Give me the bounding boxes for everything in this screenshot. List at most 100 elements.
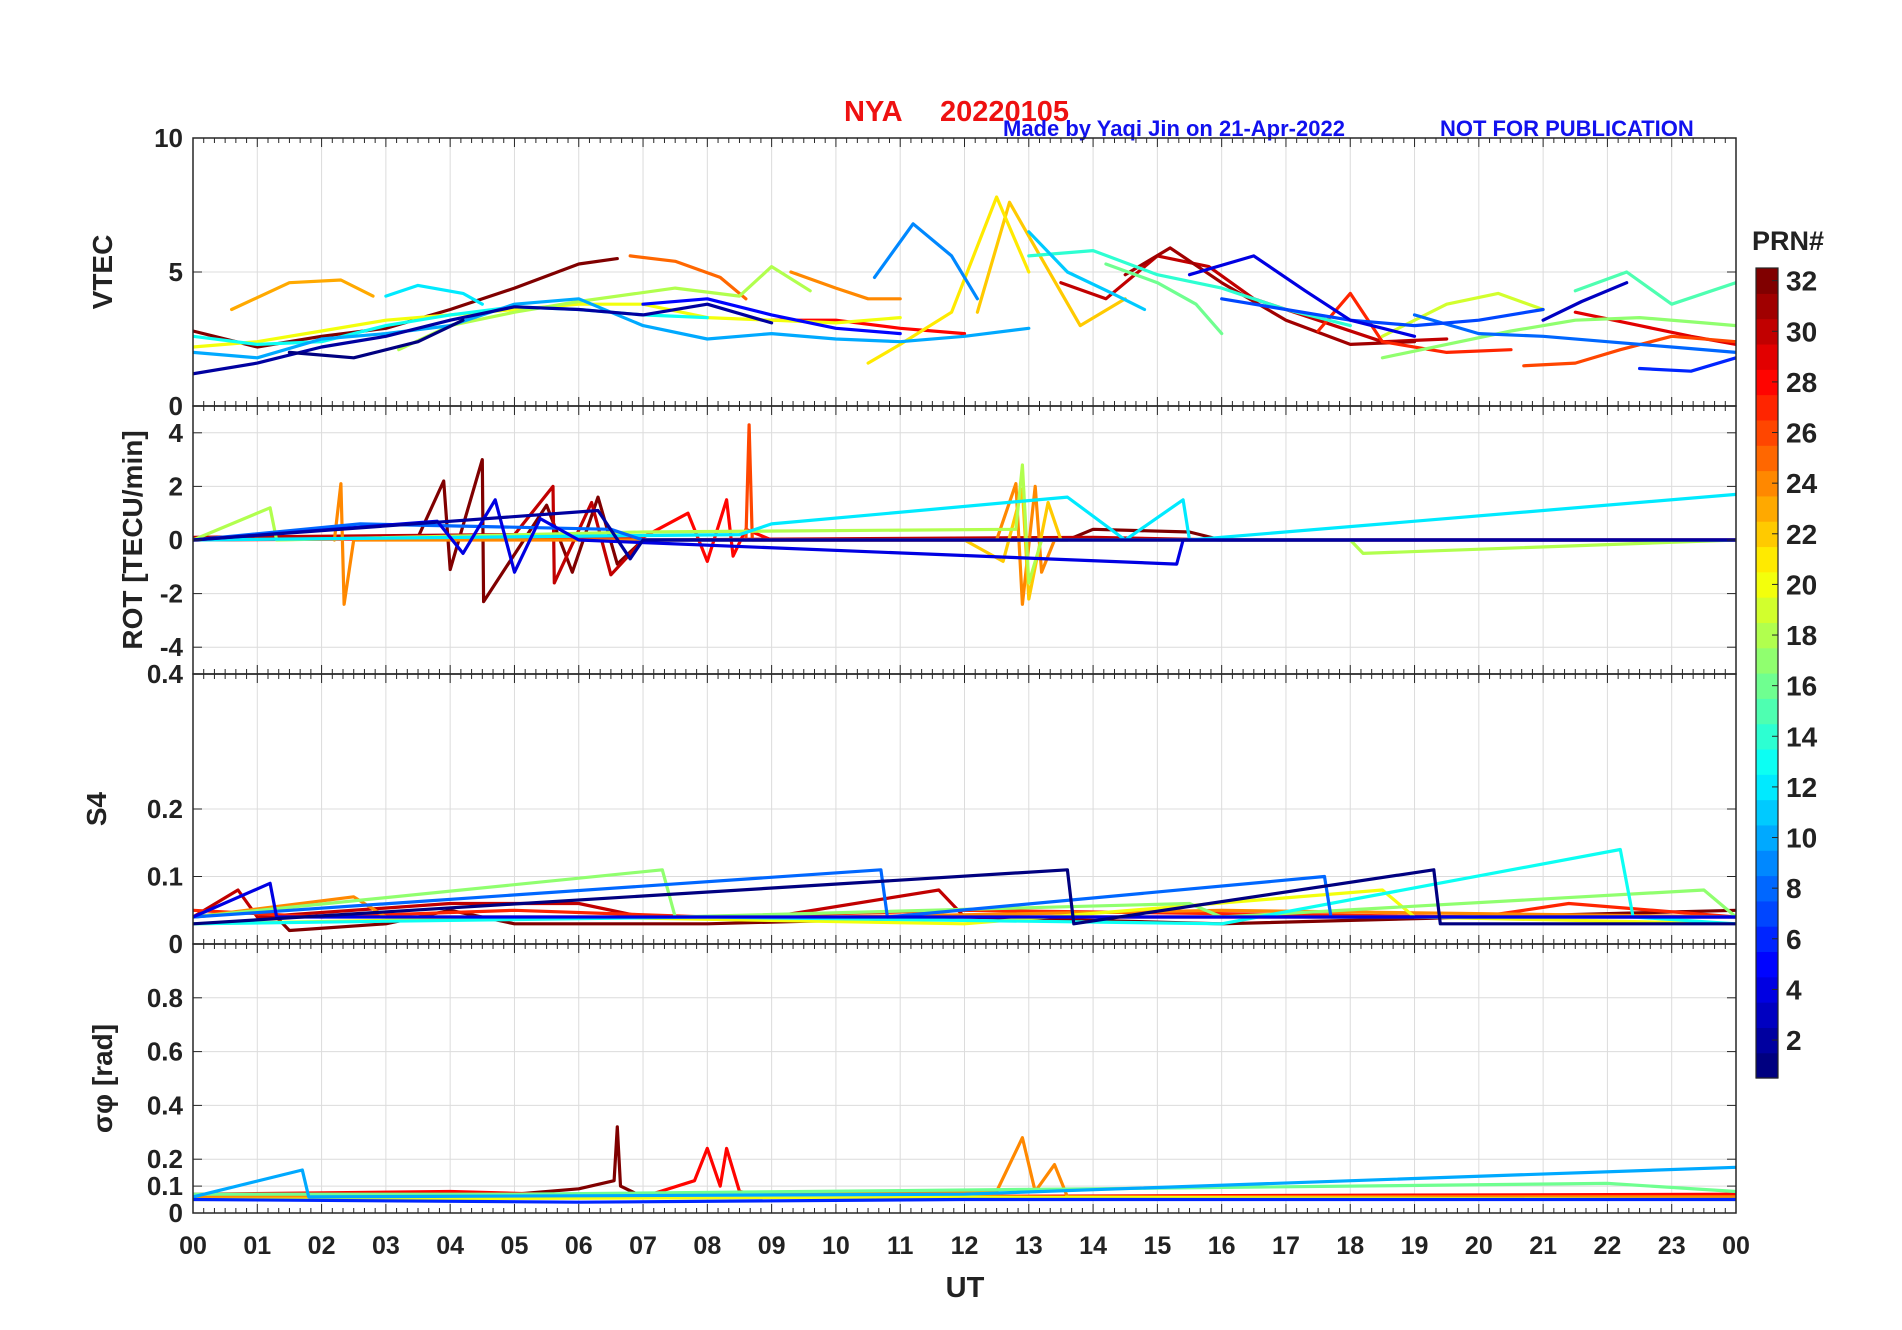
vtec-series-prn-22: [975, 200, 1127, 328]
colorbar-swatch-prn-27: [1756, 394, 1778, 421]
vtec-series-prn-1: [287, 318, 465, 360]
vtec-series-prn-4: [1187, 254, 1417, 338]
x-tick-label: 11: [887, 1232, 914, 1260]
x-tick-label: 15: [1143, 1232, 1171, 1260]
s4-series-prn-17: [193, 868, 1736, 919]
rot-series-prn-28: [193, 498, 1736, 563]
colorbar-tick-label: 4: [1786, 974, 1802, 1005]
s4-y-tick-label: 0.2: [147, 794, 183, 824]
rot-y-tick-label: -4: [160, 632, 184, 662]
sigma_phi-y-axis-label: σφ [rad]: [87, 1024, 118, 1133]
sigma_phi-y-tick-label: 0.6: [147, 1037, 183, 1067]
colorbar-tick-label: 32: [1786, 266, 1817, 297]
colorbar-tick-label: 22: [1786, 519, 1817, 550]
colorbar-swatch-prn-30: [1756, 318, 1778, 345]
vtec-series-prn-5: [641, 297, 902, 336]
colorbar-swatch-prn-1: [1756, 1052, 1778, 1079]
colorbar-swatch-prn-29: [1756, 343, 1778, 370]
rot-series-group: [193, 423, 1736, 606]
vtec-series-prn-26: [1522, 334, 1736, 368]
rot-series-prn-18: [193, 463, 1736, 585]
vtec-series-prn-11: [1027, 230, 1147, 312]
colorbar-tick-label: 2: [1786, 1025, 1802, 1056]
rot-y-tick-label: 0: [169, 525, 183, 555]
colorbar-swatch-prn-4: [1756, 976, 1778, 1003]
rot-series-prn-32: [193, 458, 1224, 604]
s4-y-tick-label: 0: [169, 929, 183, 959]
colorbar-swatch-prn-14: [1756, 723, 1778, 750]
x-tick-label: 07: [629, 1232, 657, 1260]
x-tick-label: 06: [565, 1232, 593, 1260]
colorbar-swatch-prn-31: [1756, 293, 1778, 320]
vtec-series-prn-3: [1541, 281, 1629, 322]
sigma_phi-y-tick-label: 0.1: [147, 1171, 183, 1201]
colorbar-swatch-prn-13: [1756, 748, 1778, 775]
colorbar-swatch-prn-28: [1756, 369, 1778, 396]
colorbar-swatch-prn-12: [1756, 774, 1778, 801]
rot-y-tick-label: 4: [169, 418, 184, 448]
s4-y-tick-label: 0.4: [147, 659, 184, 689]
sigma_phi-series-prn-6: [193, 1197, 1736, 1204]
x-tick-label: 19: [1401, 1232, 1429, 1260]
vtec-series-prn-8: [1412, 313, 1736, 354]
x-axis-label: UT: [946, 1272, 985, 1304]
colorbar-swatch-prn-15: [1756, 698, 1778, 725]
vtec-series-prn-19: [1380, 291, 1545, 338]
sigma_phi-y-tick-label: 0.2: [147, 1144, 183, 1174]
vtec-y-tick-label: 10: [154, 123, 183, 153]
rot-series-prn-26: [744, 423, 1736, 542]
vtec-series-prn-12: [384, 283, 484, 306]
colorbar-swatch-prn-10: [1756, 824, 1778, 851]
vtec-series-prn-7: [1220, 297, 1545, 328]
colorbar-tick-label: 26: [1786, 418, 1817, 449]
rot-series-prn-4: [193, 498, 1736, 574]
x-tick-label: 03: [372, 1232, 400, 1260]
vtec-series-prn-31: [1123, 246, 1417, 346]
colorbar-swatch-prn-6: [1756, 926, 1778, 953]
x-tick-label: 17: [1272, 1232, 1300, 1260]
x-tick-label: 01: [243, 1232, 271, 1260]
vtec-series-group: [193, 195, 1736, 376]
rot-series-prn-12: [193, 492, 1736, 542]
frame-layer: [192, 137, 1737, 1214]
vtec-series-prn-23: [230, 278, 375, 312]
colorbar-swatch-prn-26: [1756, 419, 1778, 446]
vtec-series-prn-6: [1638, 356, 1736, 373]
colorbar-tick-label: 6: [1786, 924, 1802, 955]
station-title: NYA: [844, 96, 903, 128]
s4-y-tick-label: 0.1: [147, 862, 183, 892]
colorbar-swatch-prn-3: [1756, 1002, 1778, 1028]
colorbar-swatch-prn-2: [1756, 1027, 1778, 1054]
colorbar-tick-label: 24: [1786, 468, 1818, 499]
colorbar-tick-label: 18: [1786, 620, 1817, 651]
vtec-series-prn-15: [1573, 270, 1736, 306]
x-tick-label: 00: [1722, 1232, 1750, 1260]
colorbar-tick-label: 28: [1786, 367, 1817, 398]
date-title: 20220105: [940, 96, 1070, 128]
colorbar-tick-label: 12: [1786, 772, 1817, 803]
rot-series-prn-2: [193, 508, 1736, 561]
sigma_phi-y-tick-label: 0: [169, 1198, 183, 1228]
colorbar-frame: [1755, 267, 1779, 1079]
sigma_phi-series-group: [193, 1125, 1736, 1204]
vtec-y-tick-label: 5: [169, 257, 183, 287]
colorbar-swatch-prn-5: [1756, 951, 1778, 978]
vtec-series-prn-17: [1380, 316, 1736, 360]
x-tick-label: 05: [501, 1232, 529, 1260]
s4-y-axis-label: S4: [81, 791, 112, 826]
x-tick-label: 04: [436, 1232, 464, 1260]
vtec-series-prn-9: [872, 222, 979, 301]
colorbar-swatch-prn-8: [1756, 875, 1778, 902]
sigma_phi-series-prn-10: [193, 1165, 1736, 1199]
x-tick-label: 09: [758, 1232, 786, 1260]
sigma_phi-y-tick-label: 0.8: [147, 983, 183, 1013]
colorbar-swatch-prn-32: [1756, 268, 1778, 294]
colorbar-label: PRN#: [1752, 226, 1824, 256]
colorbar-swatch-prn-19: [1756, 597, 1778, 623]
rot-series-prn-24: [332, 482, 1057, 606]
colorbar-swatch-prn-18: [1756, 622, 1778, 649]
colorbar-tick-label: 14: [1786, 721, 1818, 752]
colorbar-swatch-prn-20: [1756, 571, 1778, 598]
